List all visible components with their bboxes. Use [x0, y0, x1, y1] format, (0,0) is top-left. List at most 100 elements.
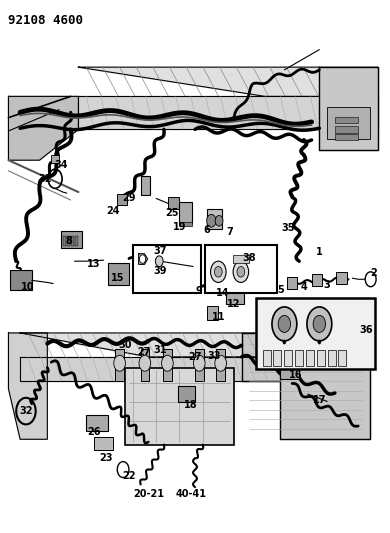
Text: 14: 14	[215, 288, 229, 298]
Polygon shape	[242, 333, 370, 439]
Bar	[11, 270, 32, 290]
Bar	[216, 349, 225, 381]
Bar	[74, 236, 78, 246]
Bar	[213, 279, 228, 292]
Bar	[207, 306, 218, 320]
Circle shape	[313, 316, 326, 333]
Polygon shape	[9, 96, 78, 160]
Bar	[306, 351, 314, 367]
Circle shape	[211, 261, 226, 282]
Text: 13: 13	[87, 260, 101, 269]
Bar	[273, 351, 281, 367]
Text: 27: 27	[138, 346, 151, 357]
Bar	[117, 193, 127, 205]
Text: 30: 30	[118, 340, 132, 350]
Bar	[328, 351, 336, 367]
Circle shape	[140, 255, 145, 263]
Bar	[284, 351, 292, 367]
Polygon shape	[78, 67, 378, 96]
Bar	[280, 365, 299, 379]
Bar	[335, 134, 358, 140]
Text: 27: 27	[188, 352, 202, 362]
Text: 17: 17	[313, 395, 326, 406]
Text: 40-41: 40-41	[176, 489, 207, 499]
Bar	[140, 176, 150, 195]
Bar	[295, 351, 303, 367]
Bar	[163, 349, 172, 381]
Text: 7: 7	[227, 228, 233, 238]
Text: 19: 19	[173, 222, 186, 232]
Bar	[336, 272, 347, 284]
Circle shape	[233, 261, 249, 282]
Text: 20-21: 20-21	[133, 489, 164, 499]
Circle shape	[207, 214, 216, 227]
Bar	[177, 386, 195, 402]
Text: 3: 3	[324, 280, 330, 289]
Circle shape	[155, 256, 163, 266]
Bar	[335, 126, 358, 133]
Bar	[207, 209, 222, 229]
Text: 10: 10	[21, 282, 35, 292]
Text: 2: 2	[370, 268, 377, 278]
Polygon shape	[139, 254, 147, 264]
Text: 36: 36	[359, 325, 373, 335]
Polygon shape	[20, 333, 280, 357]
Text: 39: 39	[153, 266, 167, 276]
Bar	[71, 236, 74, 246]
Bar	[179, 201, 192, 223]
Text: 18: 18	[184, 400, 198, 410]
Text: 31: 31	[153, 345, 167, 356]
Text: 1: 1	[316, 247, 323, 256]
Text: 26: 26	[87, 427, 101, 438]
Bar	[263, 351, 271, 367]
Bar	[179, 222, 192, 226]
Text: 16: 16	[289, 370, 303, 381]
Polygon shape	[319, 67, 378, 150]
Text: 8: 8	[65, 236, 72, 246]
Bar	[195, 349, 204, 381]
Text: 5: 5	[277, 286, 284, 295]
Bar	[233, 255, 249, 263]
Circle shape	[215, 356, 227, 371]
Text: 6: 6	[203, 225, 210, 236]
Circle shape	[215, 215, 223, 226]
Text: 4: 4	[300, 282, 307, 292]
Text: 34: 34	[54, 160, 68, 171]
Text: 24: 24	[106, 206, 120, 216]
Text: 22: 22	[122, 472, 136, 481]
Text: 33: 33	[208, 351, 221, 361]
Text: 12: 12	[227, 298, 241, 309]
Bar	[86, 415, 108, 431]
Bar	[140, 349, 149, 381]
Circle shape	[283, 340, 286, 344]
Bar	[133, 245, 201, 293]
Bar	[256, 298, 375, 368]
Bar	[63, 236, 66, 246]
Circle shape	[193, 356, 205, 371]
Bar	[108, 263, 129, 285]
Text: 15: 15	[110, 273, 124, 283]
Text: 32: 32	[19, 406, 33, 416]
Bar	[335, 117, 358, 123]
Bar	[67, 236, 70, 246]
Bar	[61, 231, 82, 248]
Circle shape	[215, 266, 222, 277]
Circle shape	[114, 356, 126, 371]
Text: 38: 38	[243, 253, 256, 263]
Text: 37: 37	[153, 246, 167, 255]
Circle shape	[278, 316, 291, 333]
Bar	[338, 351, 346, 367]
Bar	[51, 155, 59, 163]
Text: 29: 29	[122, 193, 136, 204]
Text: 92108 4600: 92108 4600	[9, 14, 83, 27]
Text: 25: 25	[165, 208, 179, 219]
Text: 23: 23	[99, 453, 112, 463]
Polygon shape	[9, 333, 47, 439]
Bar	[317, 351, 325, 367]
Bar	[327, 107, 370, 139]
Circle shape	[237, 266, 245, 277]
Circle shape	[272, 307, 297, 341]
Bar	[226, 284, 244, 304]
Bar	[94, 437, 113, 450]
Text: 11: 11	[211, 312, 225, 322]
